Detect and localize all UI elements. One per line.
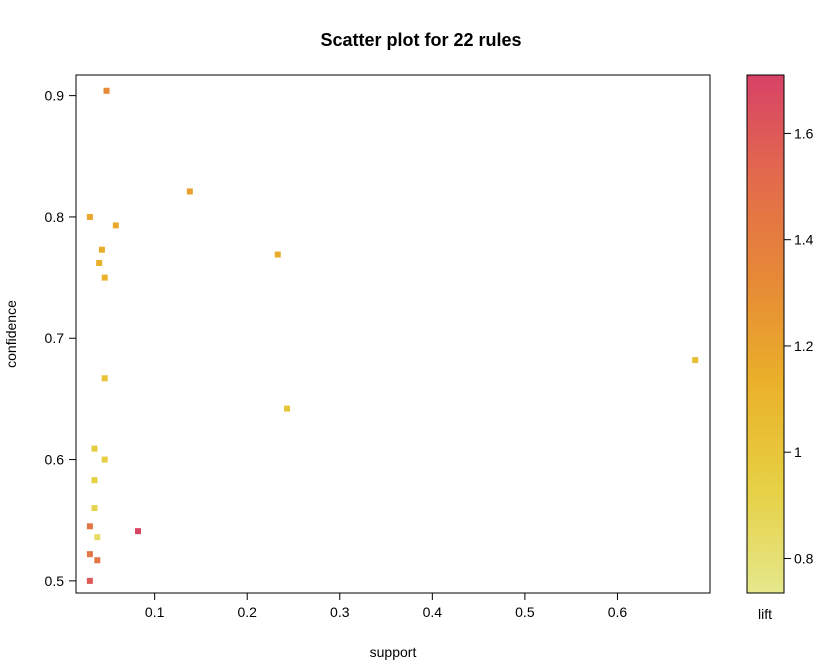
data-point [94, 534, 101, 541]
x-tick-label: 0.1 [145, 604, 165, 620]
data-point [135, 528, 142, 535]
x-tick-label: 0.4 [423, 604, 443, 620]
y-tick-label: 0.6 [45, 452, 65, 468]
data-point [91, 477, 98, 484]
color-scale-tick-label: 1.2 [794, 338, 814, 354]
color-scale-label: lift [758, 606, 772, 622]
x-tick-label: 0.2 [237, 604, 257, 620]
color-scale-tick-label: 1.4 [794, 232, 814, 248]
color-scale-frame [746, 74, 785, 594]
data-point [86, 213, 93, 220]
color-scale-axis: 0.8 1 1.2 1.4 1.6 [784, 125, 814, 566]
x-tick-label: 0.5 [515, 604, 535, 620]
color-scale-tick-label: 1 [794, 444, 802, 460]
y-tick-label: 0.5 [45, 573, 65, 589]
data-point [284, 405, 291, 412]
data-point [103, 87, 110, 94]
x-axis: 0.1 0.2 0.3 0.4 0.5 0.6 [145, 593, 627, 620]
data-point [101, 456, 108, 463]
data-point [86, 551, 93, 558]
data-points [86, 87, 699, 584]
y-tick-label: 0.7 [45, 330, 65, 346]
x-tick-label: 0.6 [608, 604, 628, 620]
chart-title: Scatter plot for 22 rules [320, 30, 521, 50]
y-axis: 0.5 0.6 0.7 0.8 0.9 [45, 88, 76, 589]
data-point [91, 505, 98, 512]
data-point [98, 246, 105, 253]
plot-frame [75, 74, 711, 594]
data-point [86, 577, 93, 584]
data-point [112, 222, 119, 229]
data-point [186, 188, 193, 195]
color-scale-tick-label: 0.8 [794, 550, 814, 566]
y-axis-label: confidence [3, 300, 19, 368]
data-point [86, 523, 93, 530]
color-scale-tick-label: 1.6 [794, 125, 814, 141]
data-point [274, 251, 281, 258]
data-point [96, 260, 103, 267]
data-point [101, 375, 108, 382]
data-point [91, 445, 98, 452]
y-tick-label: 0.9 [45, 88, 65, 104]
data-point [101, 274, 108, 281]
color-scale-bar [747, 75, 784, 593]
x-tick-label: 0.3 [330, 604, 350, 620]
data-point [692, 357, 699, 364]
y-tick-label: 0.8 [45, 209, 65, 225]
data-point [94, 557, 101, 564]
x-axis-label: support [370, 644, 417, 660]
